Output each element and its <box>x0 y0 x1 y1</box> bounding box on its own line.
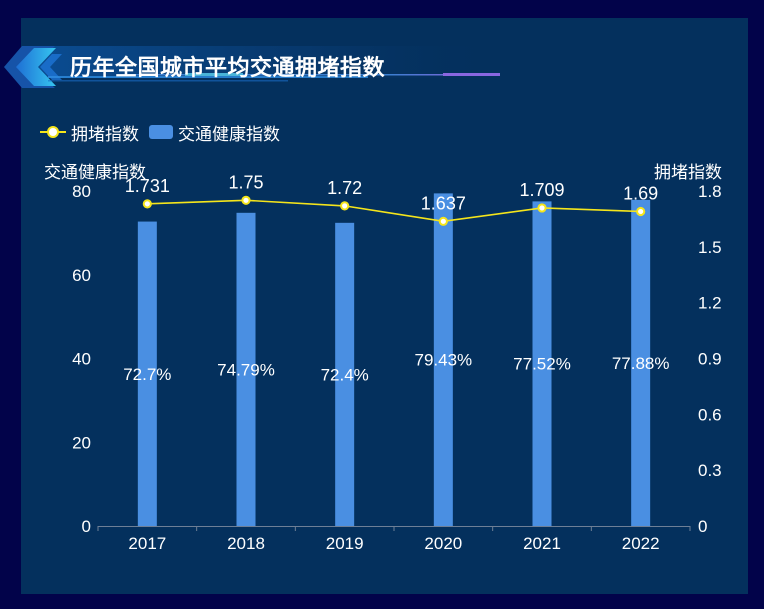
y-right-tick-label: 0 <box>698 517 707 536</box>
bar <box>137 221 157 526</box>
bar <box>335 222 355 526</box>
right-axis-name: 拥堵指数 <box>654 163 722 182</box>
bar-value-label: 72.7% <box>123 365 171 384</box>
chart-title: 历年全国城市平均交通拥堵指数 <box>70 55 386 80</box>
legend-label-health: 交通健康指数 <box>178 124 280 144</box>
bar-value-label: 79.43% <box>414 351 472 370</box>
legend-label-congestion: 拥堵指数 <box>71 124 139 144</box>
line-point <box>636 206 646 217</box>
line-value-label: 1.637 <box>421 193 466 213</box>
line-point <box>142 199 152 209</box>
line-series <box>147 199 641 223</box>
y-right-tick-label: 0.6 <box>698 405 722 424</box>
chevron-inner-icon <box>16 48 56 86</box>
title-underline-2 <box>48 80 288 82</box>
y-left-tick-label: 20 <box>72 433 91 452</box>
legend: 拥堵指数 交通健康指数 <box>40 120 280 144</box>
bar-value-label: 77.88% <box>612 354 670 373</box>
title-underline <box>48 76 368 78</box>
line-circle-icon <box>40 126 66 138</box>
left-axis-name: 交通健康指数 <box>44 163 146 182</box>
y-right-tick-label: 0.9 <box>698 350 722 369</box>
chevron-small-icon <box>40 54 62 80</box>
title-decoration <box>4 46 500 88</box>
line-point <box>340 201 350 211</box>
line-point <box>438 216 448 226</box>
x-tick-label: 2021 <box>523 534 561 553</box>
title-accent-end <box>443 73 500 76</box>
y-right-tick-label: 0.3 <box>698 461 722 480</box>
bar <box>631 199 651 526</box>
line-value-label: 1.75 <box>228 172 263 192</box>
x-tick-label: 2019 <box>326 534 364 553</box>
legend-item-congestion[interactable]: 拥堵指数 <box>40 120 139 145</box>
y-left-tick-label: 40 <box>72 350 91 369</box>
rounded-rect-icon <box>149 125 173 139</box>
y-right-tick-label: 1.8 <box>698 182 722 201</box>
title-accent-segment <box>185 73 243 76</box>
x-tick-label: 2022 <box>622 534 660 553</box>
bar <box>433 193 453 526</box>
y-left-tick-label: 60 <box>72 266 91 285</box>
line-value-label: 1.709 <box>519 180 564 200</box>
y-left-tick-label: 80 <box>72 182 91 201</box>
title-accent-line <box>128 74 500 76</box>
bar-value-label: 77.52% <box>513 355 571 374</box>
bar <box>532 201 552 526</box>
line-value-label: 1.731 <box>125 176 170 196</box>
legend-item-health[interactable]: 交通健康指数 <box>145 120 280 145</box>
line-point <box>241 195 251 205</box>
bar-value-label: 72.4% <box>321 365 369 384</box>
x-tick-label: 2020 <box>424 534 462 553</box>
line-point <box>537 203 547 213</box>
title-band <box>28 46 498 78</box>
line-value-label: 1.69 <box>623 183 658 203</box>
bar <box>236 212 256 526</box>
y-right-tick-label: 1.5 <box>698 238 722 257</box>
x-tick-label: 2018 <box>227 534 265 553</box>
y-left-tick-label: 0 <box>82 517 91 536</box>
bar-value-label: 74.79% <box>217 360 275 379</box>
line-value-label: 1.72 <box>327 178 362 198</box>
x-tick-label: 2017 <box>128 534 166 553</box>
y-right-tick-label: 1.2 <box>698 294 722 313</box>
